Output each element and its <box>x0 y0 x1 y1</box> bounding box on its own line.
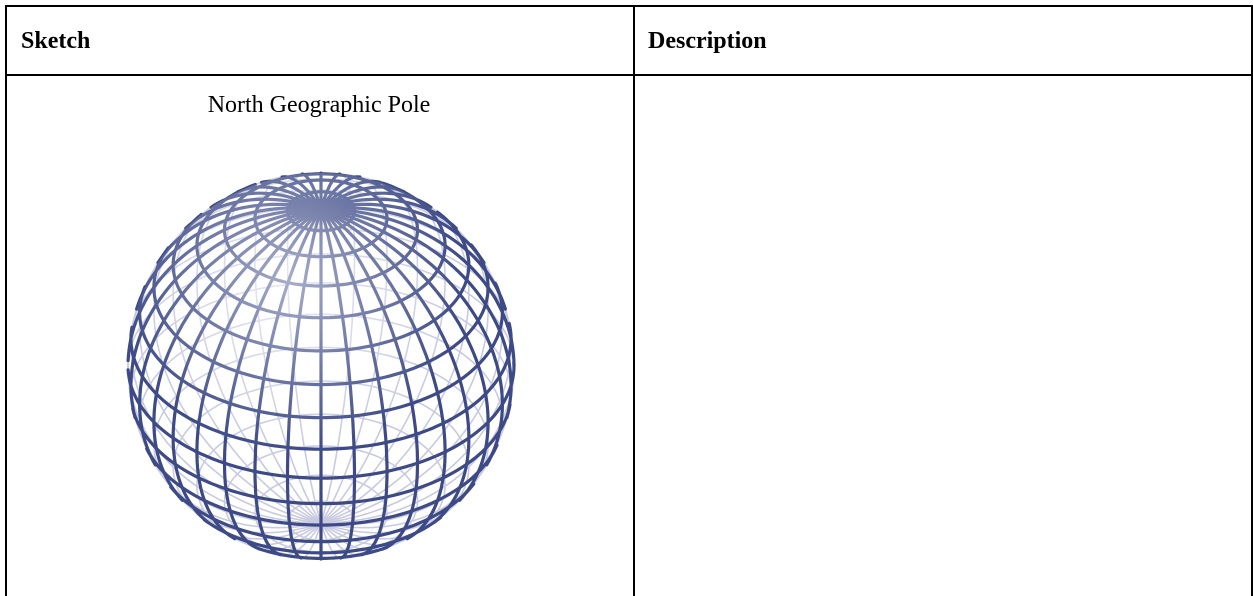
table-top-border <box>5 5 1253 7</box>
table-right-border <box>1251 5 1253 596</box>
sketch-description-table: Sketch Description North Geographic Pole <box>5 5 1253 596</box>
column-header-description: Description <box>648 28 767 54</box>
description-cell <box>648 91 1238 119</box>
table-left-border <box>5 5 7 596</box>
wireframe-globe-icon <box>126 171 516 561</box>
sketch-caption: North Geographic Pole <box>207 92 431 118</box>
header-row-divider <box>5 74 1253 76</box>
globe-highlight <box>128 173 514 559</box>
column-header-sketch: Sketch <box>21 28 91 54</box>
column-divider <box>633 5 635 596</box>
